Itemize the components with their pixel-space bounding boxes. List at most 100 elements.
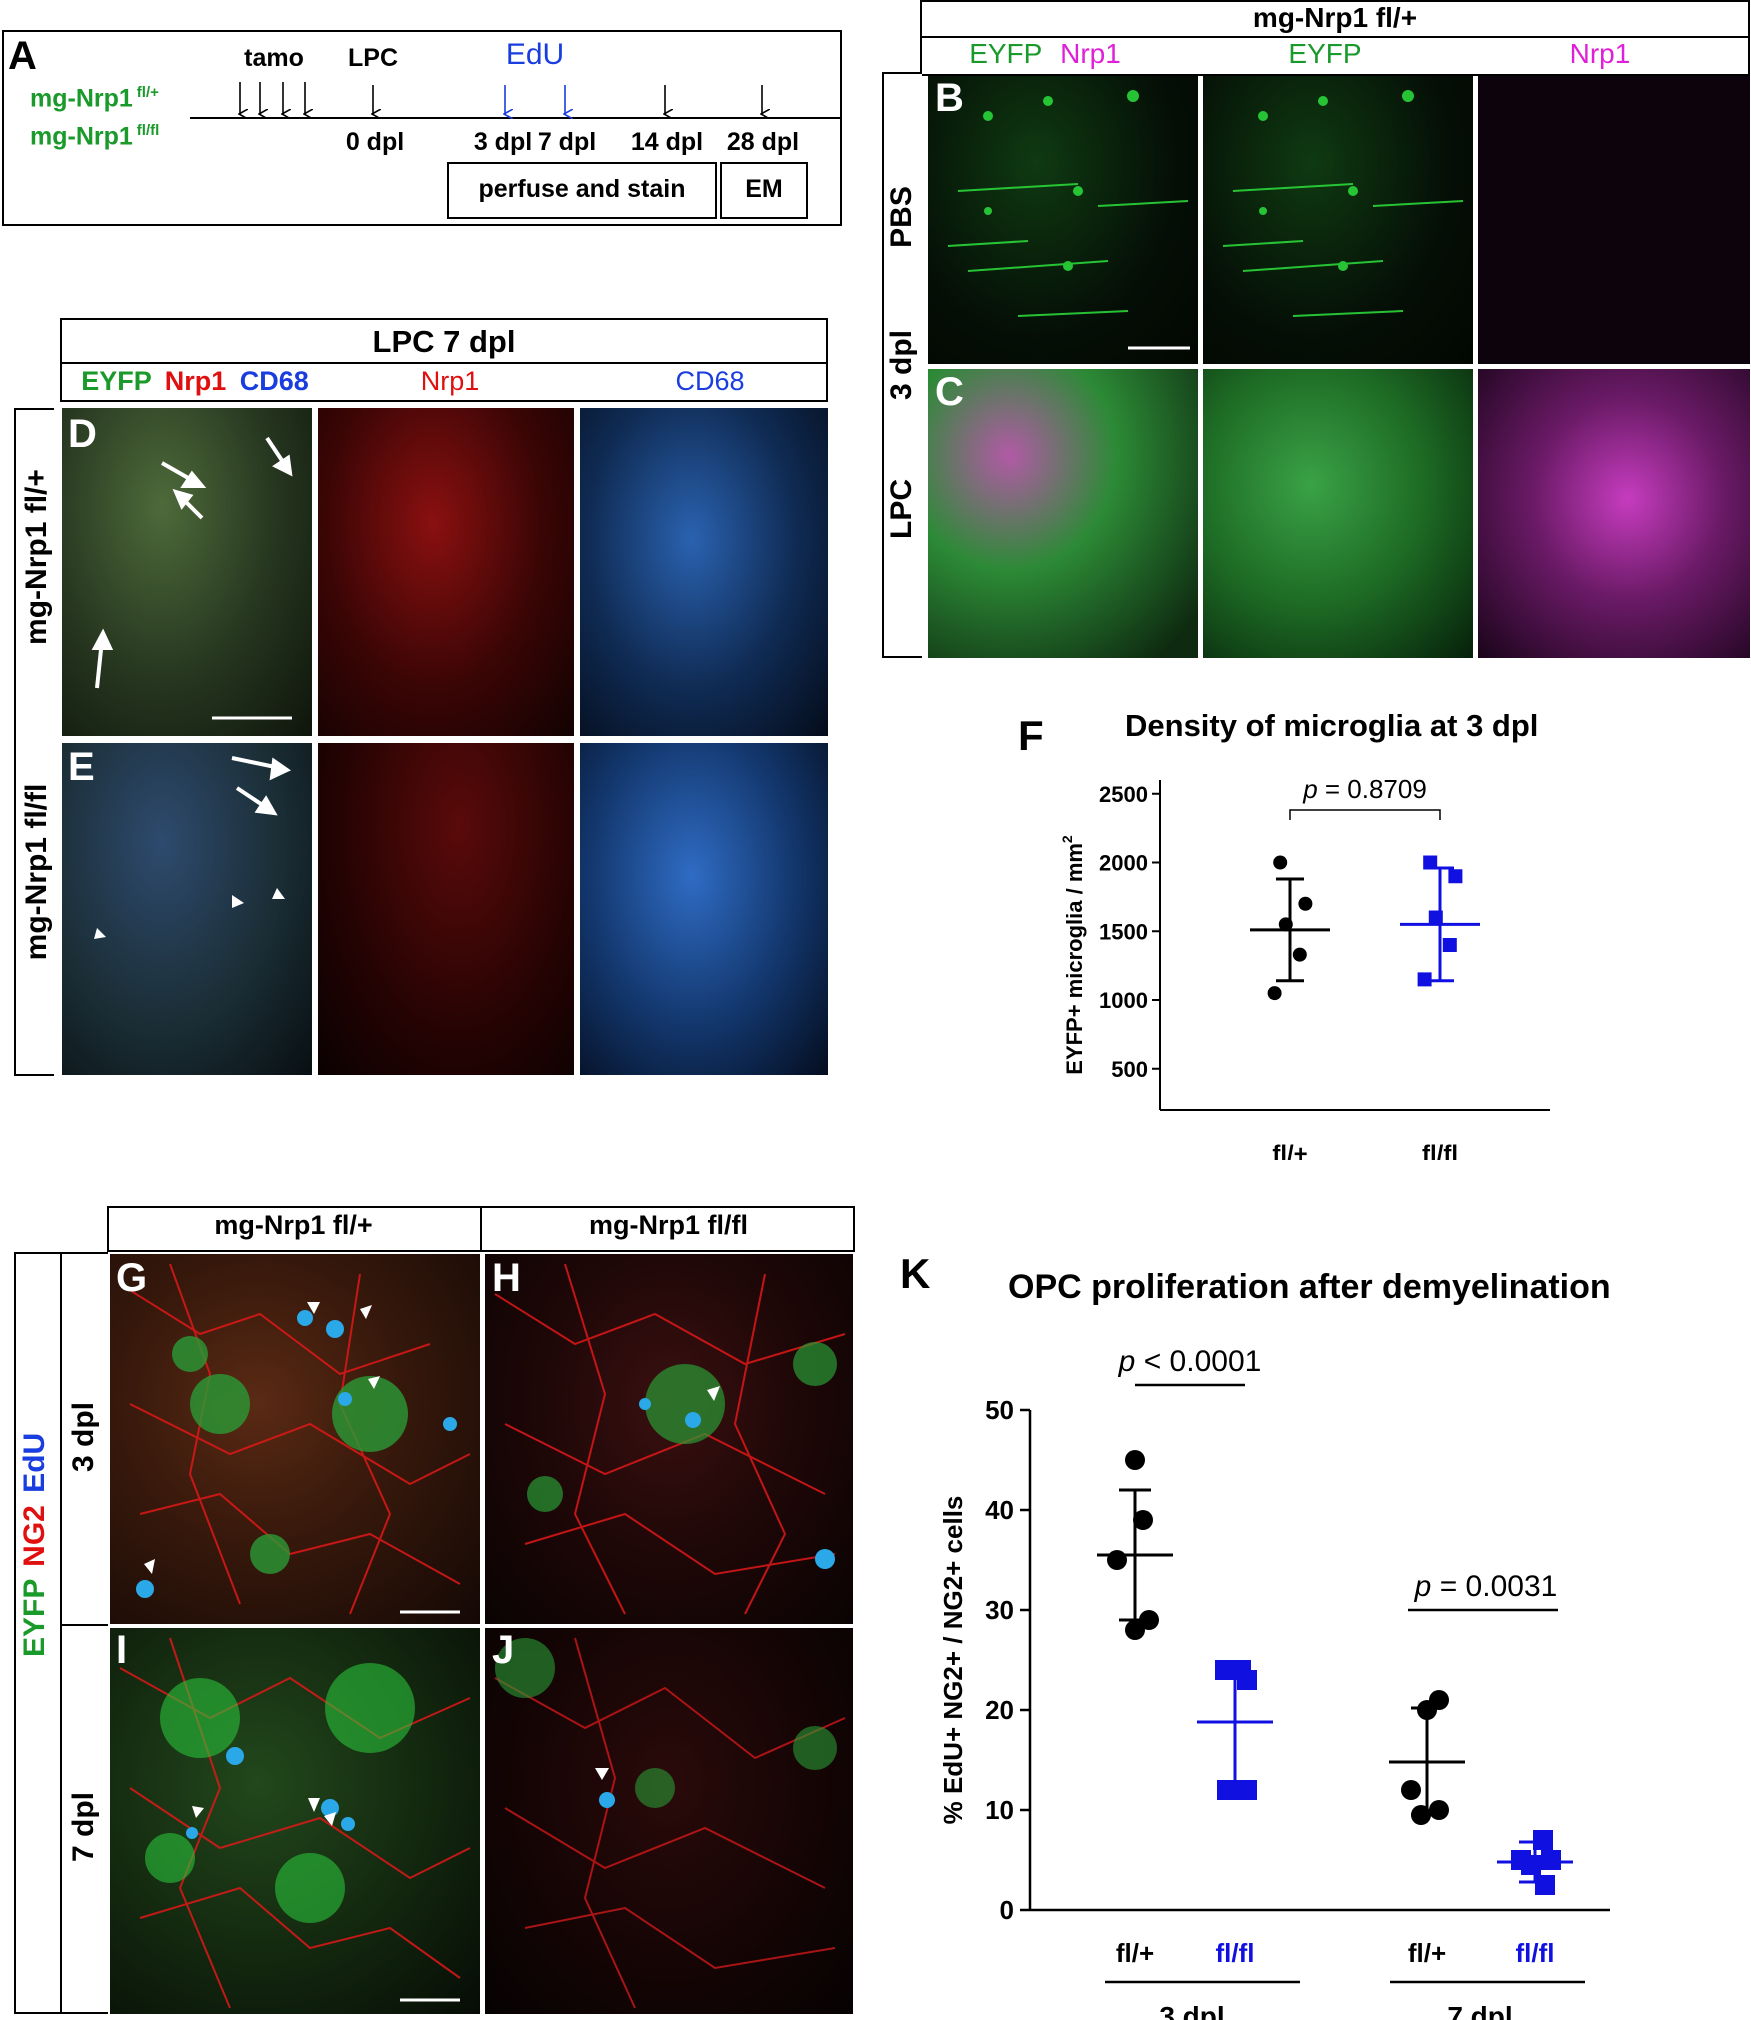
micrograph-d-cd68 — [580, 408, 828, 736]
panel-de-col3-header: CD68 — [675, 366, 745, 396]
em-box — [720, 162, 808, 219]
perfuse-label: perfuse and stain — [478, 175, 686, 203]
chart-k-pvalue-value: < 0.0001 — [1135, 1345, 1261, 1378]
panel-letter-j: J — [492, 1628, 515, 1672]
panel-a-box — [2, 30, 842, 226]
chart-k-point — [1237, 1780, 1257, 1800]
chart-k: 0 10 20 30 40 50 % EdU+ NG2+ / NG2+ cells fl/+ f… — [938, 1345, 1610, 2020]
chart-f-pvalue: p = 0.8709 — [1302, 774, 1427, 804]
chart-k-y-tick-label: 20 — [985, 1695, 1014, 1725]
chart-k-point — [1429, 1800, 1449, 1820]
panel-de-title-box — [60, 318, 828, 402]
micrograph-e-merge — [62, 743, 312, 1075]
row-label-lpc: LPC — [885, 479, 918, 539]
panel-gj-col1-header: mg-Nrp1 fl/+ — [214, 1210, 373, 1240]
chart-k-point — [1237, 1670, 1257, 1690]
perfuse-box — [447, 162, 717, 219]
cells-b-eyfp — [1222, 90, 1464, 317]
chart-f-point — [1417, 972, 1432, 987]
chart-f-y-label-sup: 2 — [1059, 835, 1075, 843]
timeline-diagram — [190, 82, 840, 219]
lpc-label: LPC — [348, 44, 398, 72]
chart-k-x-tick-label: fl/fl — [1216, 1938, 1255, 1968]
panel-letter-e: E — [68, 745, 95, 789]
chart-k-title: OPC proliferation after demyelination — [1008, 1268, 1611, 1306]
micrograph-b-eyfp — [1203, 76, 1473, 364]
chart-k-y-tick-label: 30 — [985, 1595, 1014, 1625]
micrograph-c-merge — [928, 369, 1198, 658]
panel-bc-col2-header: EYFP — [1288, 38, 1362, 69]
chart-f-x-tick-label: fl/+ — [1272, 1141, 1307, 1160]
side-label-markers: EYFP NG2 EdU — [18, 1433, 52, 1657]
chart-f-bracket — [1289, 809, 1441, 820]
chart-k-y-tick-label: 40 — [985, 1495, 1014, 1525]
chart-f-y-tick-label: 2000 — [1099, 851, 1148, 876]
panel-letter-i: I — [116, 1628, 128, 1672]
chart-k-y-tick-label: 10 — [985, 1795, 1014, 1825]
row-label-de-flplus: mg-Nrp1 fl/+ — [20, 469, 53, 645]
chart-k-point — [1401, 1780, 1421, 1800]
cells-b-merge — [947, 90, 1190, 350]
chart-k-pvalue: p < 0.0001 — [1118, 1345, 1262, 1378]
col-eyfp: EYFP — [969, 38, 1043, 69]
chart-f-point — [1292, 947, 1307, 962]
panel-de-side-box — [14, 408, 54, 1076]
day7-label: 7 dpl — [537, 128, 597, 156]
chart-k-y-tick-label: 50 — [985, 1395, 1014, 1425]
row-label-gj-7dpl: 7 dpl — [67, 1792, 100, 1863]
row-label-de-flfl: mg-Nrp1 fl/fl — [20, 783, 53, 961]
edu-label: EdU — [505, 38, 565, 71]
micrograph-h — [485, 1254, 853, 1624]
side-label-ng2: NG2 — [18, 1505, 51, 1567]
panel-letter-f: F — [1018, 712, 1044, 759]
micrograph-d-nrp1 — [318, 408, 574, 736]
panel-bc-col1-header: EYFP Nrp1 — [920, 38, 1170, 70]
col-nrp1-d: Nrp1 — [164, 366, 227, 396]
genotype-fl-fl-sup: fl/fl — [136, 122, 160, 139]
chart-f-point — [1423, 855, 1438, 870]
side-label-eyfp: EYFP — [18, 1579, 51, 1657]
micrograph-b-nrp1 — [1478, 76, 1750, 364]
chart-k-group-label: 7 dpl — [1447, 2001, 1512, 2020]
chart-k-x-tick-label: fl/fl — [1516, 1938, 1555, 1968]
em-label: EM — [745, 175, 783, 203]
chart-f-point — [1442, 938, 1457, 952]
chart-k-y-label: % EdU+ NG2+ / NG2+ cells — [938, 1496, 968, 1825]
chart-f-title: Density of microglia at 3 dpl — [1125, 708, 1539, 743]
chart-k-x-tick-label: fl/+ — [1408, 1938, 1446, 1968]
cells-j — [494, 1637, 846, 2009]
cells-i — [119, 1637, 471, 2009]
genotype-fl-fl: mg-Nrp1 fl/fl — [30, 122, 159, 151]
col-cd68-d: CD68 — [239, 366, 309, 396]
panel-bc-col3-header: Nrp1 — [1569, 38, 1631, 69]
chart-f-pvalue-p: p — [1302, 774, 1317, 804]
chart-k-point — [1541, 1850, 1561, 1870]
tamo-label: tamo — [244, 44, 304, 72]
cells-h — [494, 1263, 846, 1615]
panel-de-col2-header: Nrp1 — [420, 366, 480, 396]
chart-f-y-tick-label: 1000 — [1099, 988, 1148, 1013]
genotype-fl-fl-label: mg-Nrp1 — [30, 122, 133, 151]
day3-label: 3 dpl — [473, 128, 533, 156]
panel-gj-header-divider — [480, 1206, 482, 1252]
chart-k-group-label: 3 dpl — [1159, 2001, 1224, 2020]
chart-k-point — [1533, 1830, 1553, 1850]
panel-letter-a: A — [8, 34, 37, 78]
chart-k-x-tick-label: fl/+ — [1116, 1938, 1154, 1968]
cells-g — [119, 1263, 471, 1615]
chart-k-point — [1535, 1875, 1555, 1895]
panel-gj-side-outer — [14, 1252, 60, 2014]
chart-f-y-tick-label: 1500 — [1099, 919, 1148, 944]
chart-f-pvalue-value: = 0.8709 — [1318, 774, 1427, 804]
chart-f-point — [1273, 855, 1288, 870]
panel-bc-side-box — [882, 72, 922, 658]
micrograph-j — [485, 1628, 853, 2014]
day0-label: 0 dpl — [345, 128, 405, 156]
row-label-3dpl: 3 dpl — [885, 330, 918, 401]
micrograph-i — [110, 1628, 480, 2014]
chart-f: 500 1000 1500 2000 2500 EYFP+ microglia / mm2… — [1059, 774, 1550, 1160]
row-label-gj-3dpl: 3 dpl — [67, 1402, 100, 1473]
col-nrp1: Nrp1 — [1060, 38, 1121, 69]
day28-label: 28 dpl — [726, 128, 800, 156]
panel-de-title: LPC 7 dpl — [372, 324, 516, 359]
